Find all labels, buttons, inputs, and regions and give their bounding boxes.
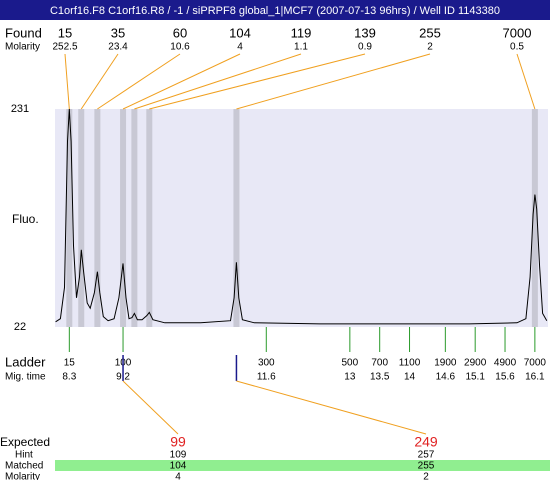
match-connector <box>122 380 179 435</box>
y-axis-label: Fluo. <box>12 212 39 226</box>
title: C1orf16.F8 C1orf16.R8 / -1 / siPRPF8 glo… <box>50 5 500 17</box>
molarity: 4 <box>175 472 181 480</box>
peak-band <box>233 109 240 327</box>
ladder-time: 15.6 <box>495 372 515 383</box>
ladder-time: 15.1 <box>465 372 485 383</box>
peak-band <box>66 109 73 327</box>
title-bar <box>0 0 550 20</box>
peak-band <box>78 109 85 327</box>
ladder-time: 13 <box>344 372 356 383</box>
found-size: 60 <box>173 25 187 40</box>
hint: 257 <box>418 450 435 461</box>
found-size: 7000 <box>503 25 532 40</box>
y-tick-label: 231 <box>11 103 29 115</box>
found-molarity: 252.5 <box>52 42 77 53</box>
ladder-time: 13.5 <box>370 372 390 383</box>
ladder-size: 500 <box>342 358 359 369</box>
found-molarity: 0.9 <box>358 42 372 53</box>
ladder-size: 4900 <box>494 358 517 369</box>
found-molarity: 0.5 <box>510 42 524 53</box>
row-label: Found <box>5 25 42 40</box>
found-molarity: 4 <box>237 42 243 53</box>
row-label: Mig. time <box>5 372 46 383</box>
match-connector <box>236 380 427 435</box>
ladder-time: 14 <box>404 372 416 383</box>
peak-band <box>120 109 127 327</box>
row-label: Molarity <box>5 42 40 53</box>
found-size: 139 <box>354 25 376 40</box>
peak-band <box>146 109 153 327</box>
ladder-size: 300 <box>258 358 275 369</box>
row-label: Ladder <box>5 354 46 369</box>
peak-connector <box>97 53 181 110</box>
peak-band <box>94 109 101 327</box>
peak-connector <box>516 53 536 110</box>
peak-band <box>531 109 538 327</box>
found-molarity: 10.6 <box>170 42 190 53</box>
ladder-time: 11.6 <box>257 372 276 383</box>
y-tick-label: 22 <box>14 321 26 333</box>
ladder-size: 7000 <box>524 358 547 369</box>
ladder-size: 1900 <box>434 358 457 369</box>
row-label: Matched <box>5 461 43 472</box>
peak-connector <box>122 53 241 110</box>
found-size: 119 <box>291 25 312 40</box>
expected-size: 99 <box>170 434 186 450</box>
ladder-time: 14.6 <box>436 372 456 383</box>
ladder-size: 15 <box>64 358 76 369</box>
found-molarity: 2 <box>427 42 433 53</box>
expected-size: 249 <box>414 434 438 450</box>
row-label: Expected <box>0 435 50 449</box>
found-size: 104 <box>229 25 251 40</box>
trace <box>55 108 548 325</box>
peak-band <box>131 109 138 327</box>
matched-band <box>55 460 550 471</box>
matched: 255 <box>418 461 435 472</box>
plot-area <box>55 109 548 327</box>
peak-connector <box>134 53 302 110</box>
ladder-time: 16.1 <box>525 372 545 383</box>
ladder-size: 700 <box>371 358 388 369</box>
peak-connector <box>149 53 366 110</box>
peak-connector <box>236 53 431 110</box>
molarity: 2 <box>423 472 429 480</box>
found-size: 255 <box>419 25 441 40</box>
hint: 109 <box>170 450 187 461</box>
row-label: Molarity <box>5 472 40 480</box>
found-size: 15 <box>58 25 72 40</box>
peak-connector <box>80 53 119 110</box>
found-molarity: 23.4 <box>108 42 128 53</box>
ladder-size: 1100 <box>399 358 421 369</box>
ladder-time: 8.3 <box>62 372 76 383</box>
found-molarity: 1.1 <box>294 42 308 53</box>
found-size: 35 <box>111 25 125 40</box>
peak-connector <box>64 53 70 110</box>
ladder-size: 2900 <box>464 358 487 369</box>
row-label: Hint <box>15 450 33 461</box>
matched: 104 <box>170 461 187 472</box>
